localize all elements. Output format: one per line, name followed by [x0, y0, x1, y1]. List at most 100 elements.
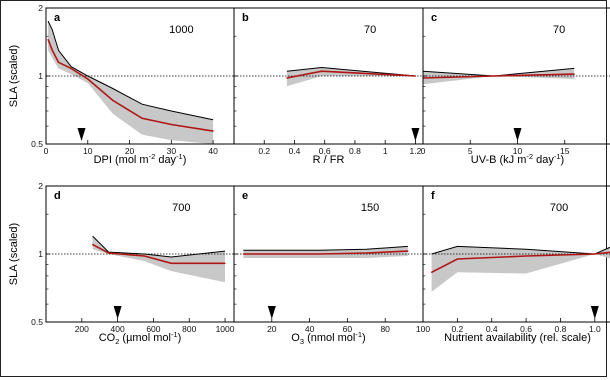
- x-tick-label: 0: [44, 146, 49, 156]
- sample-count-label: 700: [550, 202, 568, 214]
- x-tick-label: 20: [125, 146, 135, 156]
- mean-point: [47, 38, 49, 41]
- x-axis-label-part: -2: [526, 152, 533, 161]
- mean-point: [212, 130, 214, 132]
- x-tick-label: 600: [146, 324, 160, 334]
- x-axis-label-part: (µmol mol: [119, 332, 171, 344]
- mean-point: [271, 253, 273, 255]
- y-tick-label: 2: [38, 181, 43, 191]
- upper-bound-line: [92, 235, 226, 258]
- x-axis-label-part: -2: [149, 152, 156, 161]
- x-tick-label: 100: [416, 324, 430, 334]
- x-axis-label-part: day: [155, 154, 176, 166]
- x-axis-label-part: -1: [176, 152, 183, 161]
- x-tick-label: 1.0: [589, 324, 601, 334]
- sample-count-label: 150: [361, 202, 379, 214]
- mean-point: [57, 61, 60, 63]
- y-axis-label: SLA (scaled): [8, 45, 20, 107]
- panel-letter: c: [431, 12, 437, 24]
- x-axis-label-part: ): [561, 154, 565, 166]
- x-axis-label-part: DPI (mol m: [94, 154, 149, 166]
- mean-point: [143, 255, 146, 257]
- upper-bound-line: [431, 245, 610, 255]
- x-tick-label: 80: [380, 324, 390, 334]
- x-tick-label: 200: [75, 324, 89, 334]
- x-tick-label: 0.8: [555, 324, 567, 334]
- y-tick-label: 0.5: [31, 139, 43, 149]
- sample-count-label: 70: [364, 24, 376, 36]
- x-axis-label: R / FR: [313, 154, 345, 166]
- mean-point: [493, 75, 495, 77]
- mean-point: [594, 253, 596, 255]
- x-tick-label: 0: [421, 146, 426, 156]
- mean-point: [92, 244, 94, 246]
- x-axis-label-part: 2: [115, 337, 119, 346]
- x-tick-label: 0.6: [319, 146, 331, 156]
- x-tick-label: 0.4: [486, 324, 498, 334]
- range-band: [48, 21, 214, 145]
- panel-b: 0.2 0.4 0.6 0.8 1 1.2 b 70 R / FR: [233, 7, 424, 166]
- y-tick-label: 2: [38, 3, 43, 13]
- current-value-marker: [411, 128, 420, 141]
- x-tick-label: 10: [513, 146, 523, 156]
- x-axis-label: O3 (nmol mol-1): [291, 330, 365, 346]
- y-tick-label: 1: [38, 249, 43, 259]
- sample-count-label: 700: [172, 202, 190, 214]
- y-tick-label: 1: [38, 71, 43, 81]
- x-axis-label-part: 3: [300, 337, 304, 346]
- x-tick-label: 60: [343, 324, 353, 334]
- mean-point: [170, 262, 172, 264]
- x-tick-label: 0.2: [451, 324, 463, 334]
- panel-f: 0.20.40.60.81.01f700Nutrient availabilit…: [422, 185, 610, 344]
- mean-point: [407, 250, 409, 252]
- panel-letter: b: [242, 12, 249, 24]
- panel-letter: d: [54, 190, 61, 202]
- mean-point: [414, 75, 416, 77]
- panel-c: 0510152c70UV-B (kJ m-2 day-1): [421, 7, 610, 166]
- x-tick-label: 0.8: [349, 146, 361, 156]
- x-axis-label-part: O: [291, 332, 300, 344]
- mean-point: [112, 99, 114, 101]
- mean-point: [321, 70, 323, 72]
- x-tick-label: 800: [182, 324, 196, 334]
- x-axis-label-part: Nutrient availability (rel. scale): [444, 332, 591, 344]
- x-tick-label: 0.2: [258, 146, 270, 156]
- panel-letter: f: [431, 190, 435, 202]
- sample-count-label: 1000: [169, 24, 193, 36]
- x-axis-label-part: -1: [554, 152, 561, 161]
- y-tick-label: 0.5: [31, 317, 43, 327]
- x-tick-label: 15: [560, 146, 570, 156]
- mean-point: [431, 271, 433, 273]
- x-axis-label-part: ): [178, 332, 182, 344]
- mean-point: [141, 117, 143, 119]
- x-tick-label: 1000: [216, 324, 235, 334]
- x-axis-label: DPI (mol m-2 day-1): [94, 152, 187, 166]
- x-tick-label: 10: [83, 146, 93, 156]
- current-value-marker: [513, 128, 522, 141]
- x-axis-label-part: -1: [355, 330, 362, 339]
- upper-bound-line: [243, 245, 408, 251]
- x-axis-label: UV-B (kJ m-2 day-1): [471, 152, 564, 166]
- mean-point: [170, 123, 172, 126]
- panel-letter: a: [54, 12, 61, 24]
- x-axis-label-part: -1: [171, 330, 178, 339]
- sample-count-label: 70: [553, 24, 565, 36]
- x-axis-label: Nutrient availability (rel. scale): [444, 332, 591, 344]
- mean-point: [70, 67, 72, 69]
- x-tick-label: 0.6: [520, 324, 532, 334]
- x-tick-label: 5: [468, 146, 473, 156]
- y-axis-label: SLA (scaled): [8, 223, 20, 285]
- x-axis-label-part: ): [183, 154, 187, 166]
- upper-bound-line: [286, 66, 416, 77]
- mean-point: [286, 77, 288, 79]
- x-axis-label-part: CO: [99, 332, 116, 344]
- x-axis-label-part: (nmol mol: [304, 332, 355, 344]
- mean-point: [224, 262, 226, 264]
- upper-bound-line: [47, 20, 214, 121]
- x-tick-label: 400: [111, 324, 125, 334]
- current-value-marker: [77, 128, 86, 141]
- x-tick-label: 40: [305, 324, 315, 334]
- mean-point: [318, 253, 320, 255]
